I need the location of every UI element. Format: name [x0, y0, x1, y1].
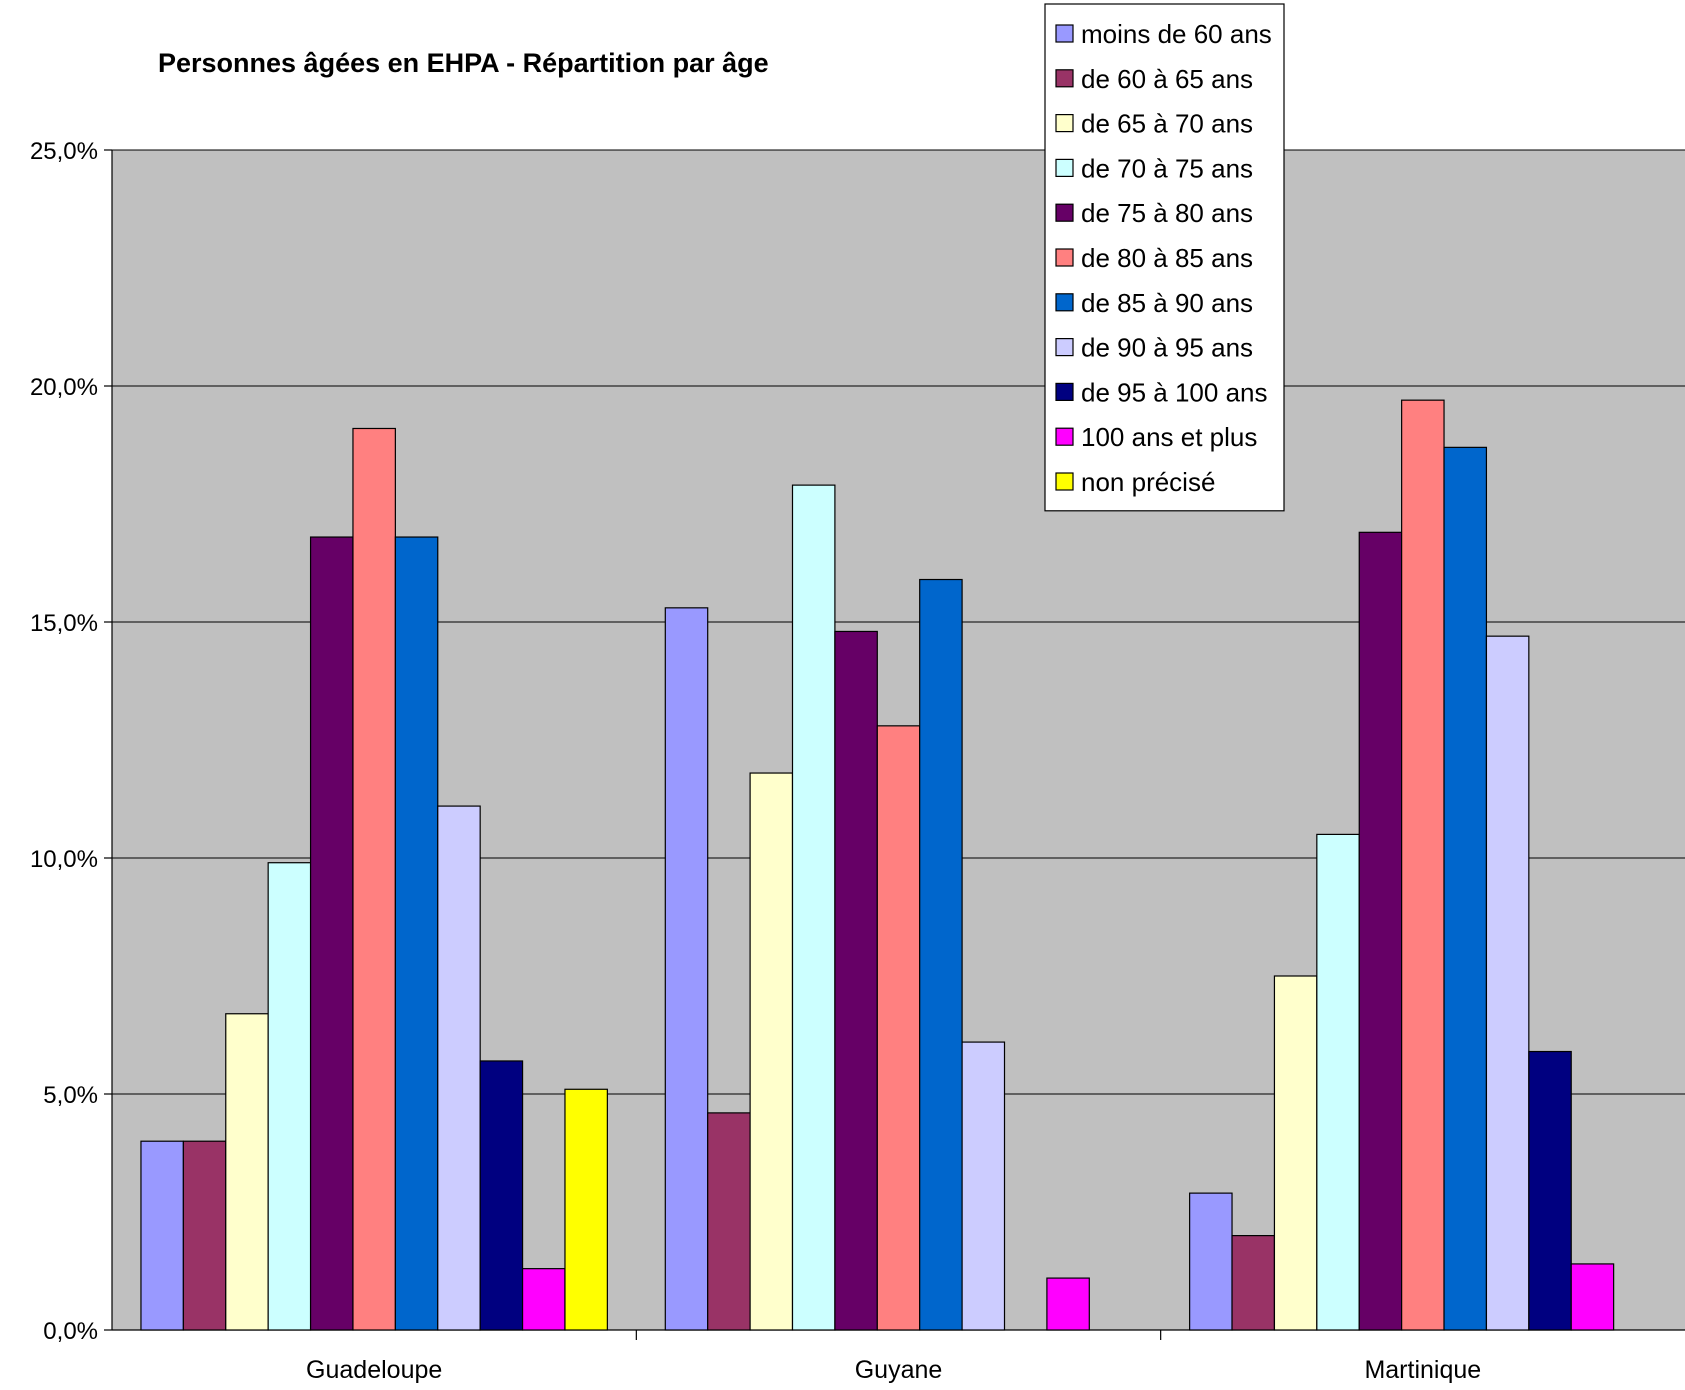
- bars: [140, 399, 1615, 1331]
- legend-swatch: [1055, 472, 1074, 491]
- bar: [1189, 1192, 1233, 1331]
- legend-label: de 70 à 75 ans: [1081, 153, 1253, 183]
- bar: [225, 1013, 269, 1331]
- legend-swatch: [1055, 113, 1074, 133]
- legend-box: [1044, 3, 1285, 512]
- x-tick-label: Guyane: [855, 1356, 943, 1384]
- legend-label: de 75 à 80 ans: [1081, 198, 1253, 228]
- legend-label: de 90 à 95 ans: [1081, 333, 1253, 363]
- chart-title: Personnes âgées en EHPA - Répartition pa…: [158, 48, 769, 78]
- bar: [267, 862, 312, 1331]
- legend-swatch: [1055, 158, 1074, 177]
- bar: [1231, 1234, 1276, 1331]
- bar: [749, 772, 794, 1331]
- y-tick-label: 5,0%: [43, 1082, 98, 1109]
- x-tick-label: Martinique: [1364, 1356, 1481, 1384]
- bar: [1528, 1050, 1572, 1331]
- y-tick-label: 20,0%: [30, 374, 98, 401]
- bar: [919, 578, 963, 1331]
- legend-label: de 60 à 65 ans: [1081, 64, 1253, 94]
- legend-swatch: [1055, 248, 1074, 267]
- bar: [309, 536, 354, 1331]
- bar: [1046, 1277, 1090, 1331]
- legend-swatch: [1055, 24, 1074, 43]
- legend-swatch: [1055, 293, 1074, 312]
- x-axis: Guadeloupe Guyane Martinique: [112, 1329, 1685, 1384]
- y-tick-label: 0,0%: [43, 1318, 98, 1345]
- legend-label: de 95 à 100 ans: [1081, 377, 1268, 407]
- bar: [1316, 833, 1360, 1331]
- bar: [834, 630, 878, 1331]
- bar: [1570, 1263, 1615, 1331]
- bar: [564, 1088, 608, 1331]
- legend-swatch: [1055, 69, 1074, 88]
- legend-label: 100 ans et plus: [1081, 422, 1257, 452]
- bar: [479, 1060, 524, 1331]
- y-tick-label: 25,0%: [30, 138, 98, 165]
- legend: moins de 60 ans de 60 à 65 ans de 65 à 70 …: [1044, 3, 1285, 512]
- bar: [352, 427, 396, 1331]
- bar: [664, 607, 709, 1331]
- y-tick-label: 15,0%: [30, 610, 98, 637]
- bar: [521, 1268, 566, 1331]
- bar: [140, 1140, 184, 1331]
- legend-label: de 80 à 85 ans: [1081, 243, 1253, 273]
- legend-label: de 85 à 90 ans: [1081, 288, 1253, 318]
- bar: [1443, 446, 1488, 1331]
- bar: [437, 805, 481, 1331]
- bar: [1273, 975, 1318, 1331]
- bar: [394, 536, 439, 1331]
- legend-label: non précisé: [1081, 467, 1215, 497]
- y-tick-label: 10,0%: [30, 846, 98, 873]
- legend-swatch: [1055, 338, 1074, 357]
- y-axis: 0,0% 5,0% 10,0% 15,0% 20,0% 25,0%: [30, 138, 113, 1345]
- legend-label: de 65 à 70 ans: [1081, 109, 1253, 139]
- bar: [1401, 399, 1445, 1331]
- bar: [791, 484, 836, 1331]
- bar: [182, 1140, 227, 1331]
- bar: [1485, 635, 1530, 1331]
- legend-swatch: [1055, 382, 1074, 401]
- legend-swatch: [1055, 203, 1074, 222]
- legend-label: moins de 60 ans: [1081, 19, 1272, 49]
- bar: [876, 725, 921, 1331]
- bar: [707, 1112, 751, 1331]
- bar: [961, 1041, 1006, 1331]
- x-tick-label: Guadeloupe: [306, 1356, 442, 1384]
- bar: [1358, 531, 1403, 1331]
- legend-swatch: [1055, 427, 1074, 446]
